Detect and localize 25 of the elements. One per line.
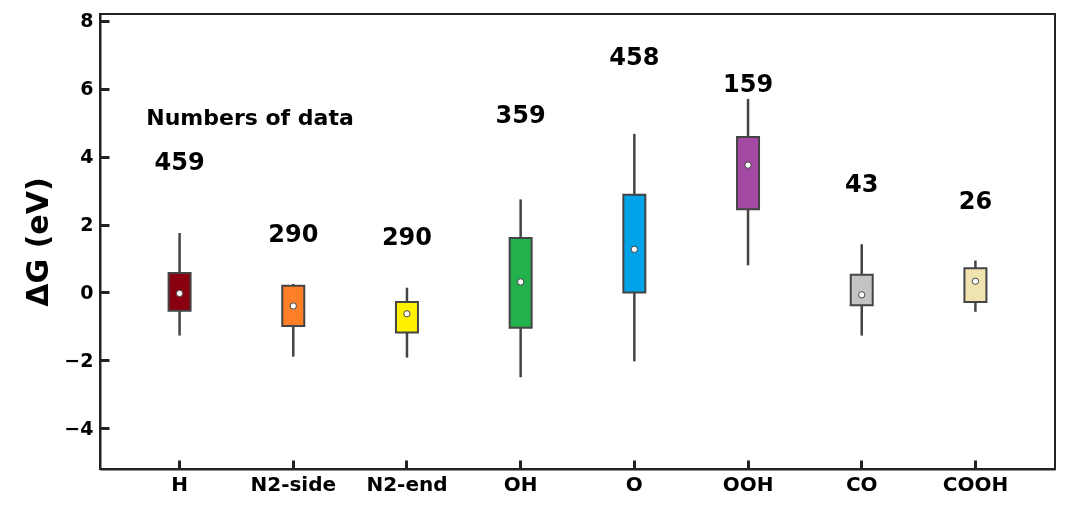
x-tick-label: O xyxy=(625,471,643,496)
y-tick-label: 0 xyxy=(80,280,94,303)
y-tick-label: 6 xyxy=(80,77,94,100)
x-tick-label: N2-end xyxy=(366,471,448,496)
x-tick-label: OH xyxy=(503,471,538,496)
x-tick-label: N2-side xyxy=(250,471,337,496)
annotation: 43 xyxy=(845,170,879,198)
annotation: 458 xyxy=(609,43,660,71)
annotation: 26 xyxy=(958,187,993,215)
x-tick-label: CO xyxy=(845,471,878,496)
y-tick-label: 8 xyxy=(80,9,94,32)
x-tick-label: OOH xyxy=(722,471,774,496)
y-tick-label: 4 xyxy=(80,145,94,168)
y-tick-label: −2 xyxy=(64,348,94,371)
annotation: Numbers of data xyxy=(146,105,354,130)
annotation: 159 xyxy=(722,70,774,98)
x-tick-label: H xyxy=(171,471,188,496)
y-tick-label: 2 xyxy=(80,213,94,236)
y-tick-label: −4 xyxy=(64,416,94,439)
annotation: 459 xyxy=(154,148,205,176)
annotation: 359 xyxy=(495,101,546,129)
x-tick-label: COOH xyxy=(942,471,1009,496)
y-axis-title: ΔG (eV) xyxy=(20,177,56,307)
annotation: 290 xyxy=(381,223,433,251)
annotation: 290 xyxy=(268,220,319,248)
